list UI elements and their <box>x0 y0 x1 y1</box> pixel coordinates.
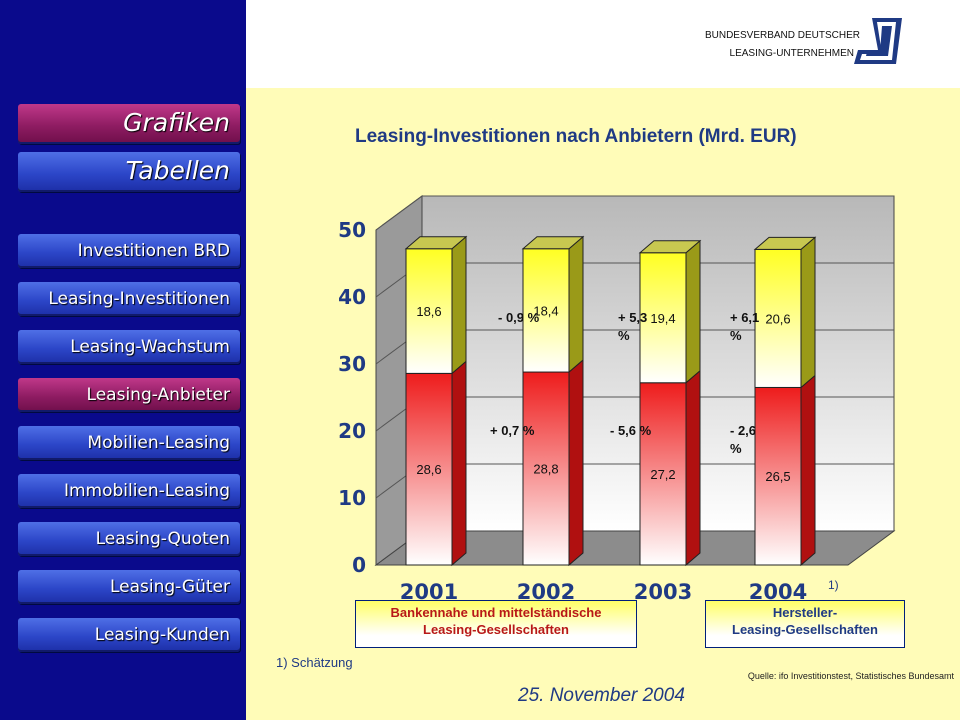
bar-bank-side <box>685 369 701 567</box>
x-tick-label: 2003 <box>634 580 692 604</box>
legend-manufacturer-line2: Leasing-Gesellschaften <box>732 622 878 637</box>
y-tick-label: 40 <box>338 285 366 309</box>
bar-manufacturer-value: 19,4 <box>650 311 675 326</box>
bar-manufacturer <box>405 248 453 374</box>
bar-bank <box>405 372 453 566</box>
nav-leasing-wachstum[interactable]: Leasing-Wachstum <box>18 330 240 364</box>
bar-manufacturer-value: 20,6 <box>765 311 790 326</box>
footnote: 1) Schätzung <box>276 655 353 670</box>
nav-mobilien-leasing[interactable]: Mobilien-Leasing <box>18 426 240 460</box>
date-label: 25. November 2004 <box>518 685 685 706</box>
legend-bank-line1: Bankennahe und mittelständische <box>390 605 602 620</box>
y-tick-label: 50 <box>338 218 366 242</box>
bar-top <box>638 240 702 254</box>
bar-manufacturer-side <box>800 236 816 389</box>
bar-bank-side <box>568 358 584 567</box>
org-name-line1: BUNDESVERBAND DEUTSCHER <box>704 30 860 41</box>
change-label-bank-unit: % <box>730 441 742 456</box>
bar-manufacturer-side <box>685 239 701 384</box>
bar-bank <box>522 371 570 566</box>
legend-bank-line2: Leasing-Gesellschaften <box>423 622 569 637</box>
y-tick-label: 0 <box>352 553 366 577</box>
stacked-bar-chart: 0102030405028,618,6200128,818,4200227,21… <box>338 195 896 604</box>
change-label-bank: - 5,6 % <box>610 423 652 438</box>
bar-manufacturer-value: 18,4 <box>533 303 558 318</box>
bdl-logo <box>854 18 902 64</box>
bar-top <box>521 236 585 250</box>
bar-top <box>404 236 468 250</box>
org-name-line2: LEASING-UNTERNEHMEN <box>729 48 854 59</box>
bar-manufacturer-side <box>451 235 467 375</box>
change-label-manufacturer: + 5,3 <box>618 310 647 325</box>
bar-bank-value: 28,6 <box>416 462 441 477</box>
bar-bank-value: 26,5 <box>765 469 790 484</box>
sidebar: Grafiken Tabellen Investitionen BRD Leas… <box>0 0 246 720</box>
bar-top <box>753 236 817 250</box>
nav-immobilien-leasing[interactable]: Immobilien-Leasing <box>18 474 240 508</box>
source-note: Quelle: ifo Investitionstest, Statistisc… <box>747 671 954 681</box>
nav-leasing-gueter[interactable]: Leasing-Güter <box>18 570 240 604</box>
nav-investitionen-brd[interactable]: Investitionen BRD <box>18 234 240 268</box>
bar-manufacturer-value: 18,6 <box>416 304 441 319</box>
nav-leasing-anbieter[interactable]: Leasing-Anbieter <box>18 378 240 412</box>
y-tick-label: 20 <box>338 419 366 443</box>
change-label-bank: - 2,6 <box>730 423 756 438</box>
gridline-depth <box>375 195 423 231</box>
nav-leasing-investitionen[interactable]: Leasing-Investitionen <box>18 282 240 316</box>
bar-bank-value: 27,2 <box>650 467 675 482</box>
change-label-manufacturer-unit: % <box>730 328 742 343</box>
bar-manufacturer <box>639 252 687 384</box>
nav-leasing-quoten[interactable]: Leasing-Quoten <box>18 522 240 556</box>
y-tick-label: 30 <box>338 352 366 376</box>
y-tick-label: 10 <box>338 486 366 510</box>
bar-bank-side <box>800 374 816 567</box>
chart-title: Leasing-Investitionen nach Anbietern (Mr… <box>355 126 797 147</box>
change-label-manufacturer: - 0,9 % <box>498 310 540 325</box>
bar-bank <box>639 382 687 566</box>
bar-bank-value: 28,8 <box>533 462 558 477</box>
bar-bank-side <box>451 360 467 567</box>
change-label-manufacturer-unit: % <box>618 328 630 343</box>
legend-manufacturer-line1: Hersteller- <box>772 605 838 620</box>
bar-manufacturer-side <box>568 235 584 374</box>
nav-grafiken[interactable]: Grafiken <box>18 104 240 144</box>
bar-manufacturer <box>754 248 802 388</box>
category-footnote-marker: 1) <box>828 578 839 592</box>
header: BUNDESVERBAND DEUTSCHER LEASING-UNTERNEH… <box>246 0 960 88</box>
legend-manufacturer: Hersteller- Leasing-Gesellschaften <box>705 600 905 648</box>
nav-tabellen[interactable]: Tabellen <box>18 152 240 192</box>
nav-leasing-kunden[interactable]: Leasing-Kunden <box>18 618 240 652</box>
legend-bank: Bankennahe und mittelständische Leasing-… <box>355 600 637 648</box>
change-label-manufacturer: + 6,1 <box>730 310 759 325</box>
change-label-bank: + 0,7 % <box>490 423 535 438</box>
bar-bank <box>754 386 802 566</box>
